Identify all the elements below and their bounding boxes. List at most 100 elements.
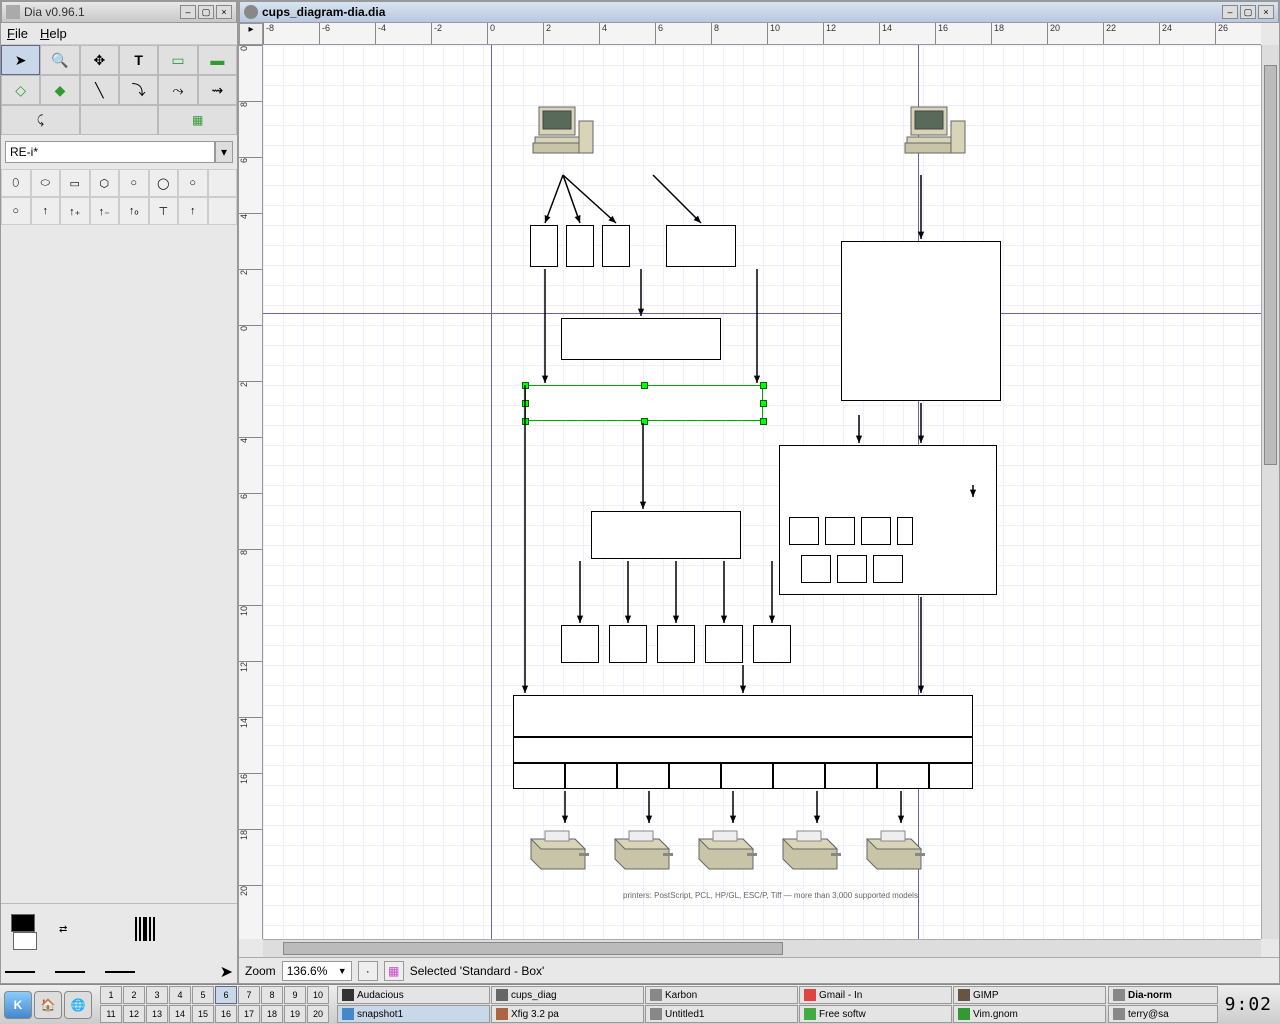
- arrow[interactable]: [643, 165, 711, 233]
- diagram-box[interactable]: [666, 225, 736, 267]
- taskbar-task[interactable]: Xfig 3.2 pa: [491, 1005, 644, 1023]
- shape[interactable]: [208, 197, 238, 225]
- snap-toggle[interactable]: ·: [358, 961, 378, 981]
- arrow[interactable]: [911, 587, 931, 703]
- pager-page[interactable]: 1: [100, 986, 122, 1004]
- diagram-box[interactable]: [565, 763, 617, 789]
- pager-page[interactable]: 10: [307, 986, 329, 1004]
- pager-page[interactable]: 20: [307, 1005, 329, 1023]
- tool-shape2[interactable]: ◆: [40, 75, 79, 105]
- diagram-box[interactable]: [873, 555, 903, 583]
- pager-page[interactable]: 12: [123, 1005, 145, 1023]
- tool-text[interactable]: T: [119, 45, 158, 75]
- diagram-box[interactable]: [861, 517, 891, 545]
- arrow[interactable]: [535, 259, 555, 393]
- grid-toggle[interactable]: ▦: [384, 961, 404, 981]
- tool-zigzag[interactable]: ⤳: [158, 75, 197, 105]
- shape[interactable]: ○: [178, 169, 208, 197]
- shape[interactable]: ↑ₒ: [119, 197, 149, 225]
- shape[interactable]: ⬯: [1, 169, 31, 197]
- diagram-box[interactable]: [513, 763, 565, 789]
- diagram-box[interactable]: [705, 625, 743, 663]
- pager-page[interactable]: 9: [284, 986, 306, 1004]
- minimize-button[interactable]: –: [180, 5, 196, 19]
- arrow[interactable]: [911, 393, 931, 453]
- diagram-box[interactable]: [897, 517, 913, 545]
- selection-handle[interactable]: [522, 418, 529, 425]
- arrow[interactable]: [535, 165, 573, 233]
- arrow[interactable]: [553, 165, 590, 233]
- diagram-box[interactable]: [513, 737, 973, 763]
- tool-line[interactable]: ╲: [80, 75, 119, 105]
- shape[interactable]: [208, 169, 238, 197]
- selection-handle[interactable]: [641, 418, 648, 425]
- diagram-box[interactable]: [657, 625, 695, 663]
- arrow[interactable]: [633, 413, 653, 519]
- diagram-box[interactable]: [753, 625, 791, 663]
- pager-page[interactable]: 13: [146, 1005, 168, 1023]
- selection-handle[interactable]: [641, 382, 648, 389]
- diagram-box[interactable]: [789, 517, 819, 545]
- minimize-button[interactable]: –: [1222, 5, 1238, 19]
- computer-icon[interactable]: [903, 103, 967, 162]
- tool-box[interactable]: ▭: [158, 45, 197, 75]
- printer-icon[interactable]: [693, 825, 763, 878]
- pager-page[interactable]: 19: [284, 1005, 306, 1023]
- tool-image[interactable]: ▦: [158, 105, 237, 135]
- taskbar-task[interactable]: Karbon: [645, 986, 798, 1004]
- pager-page[interactable]: 2: [123, 986, 145, 1004]
- taskbar-task[interactable]: Dia-norm: [1108, 986, 1218, 1004]
- diagram-box[interactable]: [530, 225, 558, 267]
- diagram-box[interactable]: [721, 763, 773, 789]
- line-patterns[interactable]: [135, 917, 155, 941]
- taskbar-task[interactable]: Free softw: [799, 1005, 952, 1023]
- shape[interactable]: ◯: [149, 169, 179, 197]
- taskbar-task[interactable]: Untitled1: [645, 1005, 798, 1023]
- shape[interactable]: ▭: [60, 169, 90, 197]
- pager-page[interactable]: 4: [169, 986, 191, 1004]
- pager-page[interactable]: 16: [215, 1005, 237, 1023]
- toolbox-titlebar[interactable]: Dia v0.96.1 – ▢ ×: [1, 1, 237, 23]
- pager-page[interactable]: 14: [169, 1005, 191, 1023]
- printer-icon[interactable]: [861, 825, 931, 878]
- canvas[interactable]: printers: PostScript, PCL, HP/GL, ESC/P,…: [263, 45, 1261, 939]
- printer-icon[interactable]: [777, 825, 847, 878]
- tool-magnify[interactable]: 🔍: [40, 45, 79, 75]
- shape[interactable]: ↑₊: [60, 197, 90, 225]
- swap-colors-icon[interactable]: ⇄: [59, 924, 67, 935]
- shape[interactable]: ⬭: [31, 169, 61, 197]
- shape[interactable]: ↑: [31, 197, 61, 225]
- pager-page[interactable]: 8: [261, 986, 283, 1004]
- printer-icon[interactable]: [525, 825, 595, 878]
- scrollbar-horizontal[interactable]: [263, 939, 1261, 957]
- diagram-box[interactable]: [837, 555, 867, 583]
- pager-page[interactable]: 18: [261, 1005, 283, 1023]
- web-button[interactable]: 🌐: [64, 991, 92, 1019]
- taskbar-task[interactable]: Vim.gnom: [953, 1005, 1106, 1023]
- selection-handle[interactable]: [760, 418, 767, 425]
- arrow[interactable]: [570, 551, 590, 633]
- sheet-dropdown-icon[interactable]: ▾: [215, 141, 233, 163]
- diagram-box[interactable]: [561, 625, 599, 663]
- pager-page[interactable]: 7: [238, 986, 260, 1004]
- arrow[interactable]: [747, 259, 767, 393]
- guide-horizontal[interactable]: [263, 313, 1261, 314]
- diagram-box[interactable]: [561, 318, 721, 360]
- home-button[interactable]: 🏠: [34, 991, 62, 1019]
- foreground-color[interactable]: [11, 914, 35, 932]
- ruler-corner[interactable]: ▸: [239, 23, 263, 45]
- scrollbar-vertical[interactable]: [1261, 45, 1279, 939]
- arrow[interactable]: [714, 551, 734, 633]
- sheet-input[interactable]: [5, 141, 215, 163]
- diagram-box[interactable]: [877, 763, 929, 789]
- maximize-button[interactable]: ▢: [1240, 5, 1256, 19]
- diagram-box[interactable]: [566, 225, 594, 267]
- diagram-box[interactable]: [801, 555, 831, 583]
- diagram-box[interactable]: [825, 517, 855, 545]
- arrow[interactable]: [553, 165, 626, 233]
- canvas-titlebar[interactable]: cups_diagram-dia.dia – ▢ ×: [239, 1, 1279, 23]
- shape[interactable]: ↑₋: [90, 197, 120, 225]
- taskbar-task[interactable]: snapshot1: [337, 1005, 490, 1023]
- tool-boxfill[interactable]: ▬: [198, 45, 237, 75]
- arrow[interactable]: [618, 551, 638, 633]
